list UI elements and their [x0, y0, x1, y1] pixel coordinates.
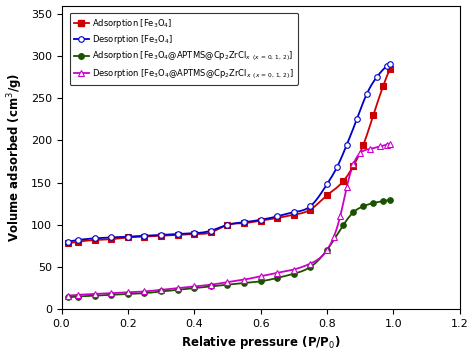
Legend: Adsorption [Fe$_3$O$_4$], Desorption [Fe$_3$O$_4$], Adsorption [Fe$_3$O$_4$@APTM: Adsorption [Fe$_3$O$_4$], Desorption [Fe… — [70, 13, 298, 85]
X-axis label: Relative pressure (P/P$_0$): Relative pressure (P/P$_0$) — [181, 335, 340, 351]
Y-axis label: Volume adsorbed (cm$^3$/g): Volume adsorbed (cm$^3$/g) — [6, 73, 25, 242]
